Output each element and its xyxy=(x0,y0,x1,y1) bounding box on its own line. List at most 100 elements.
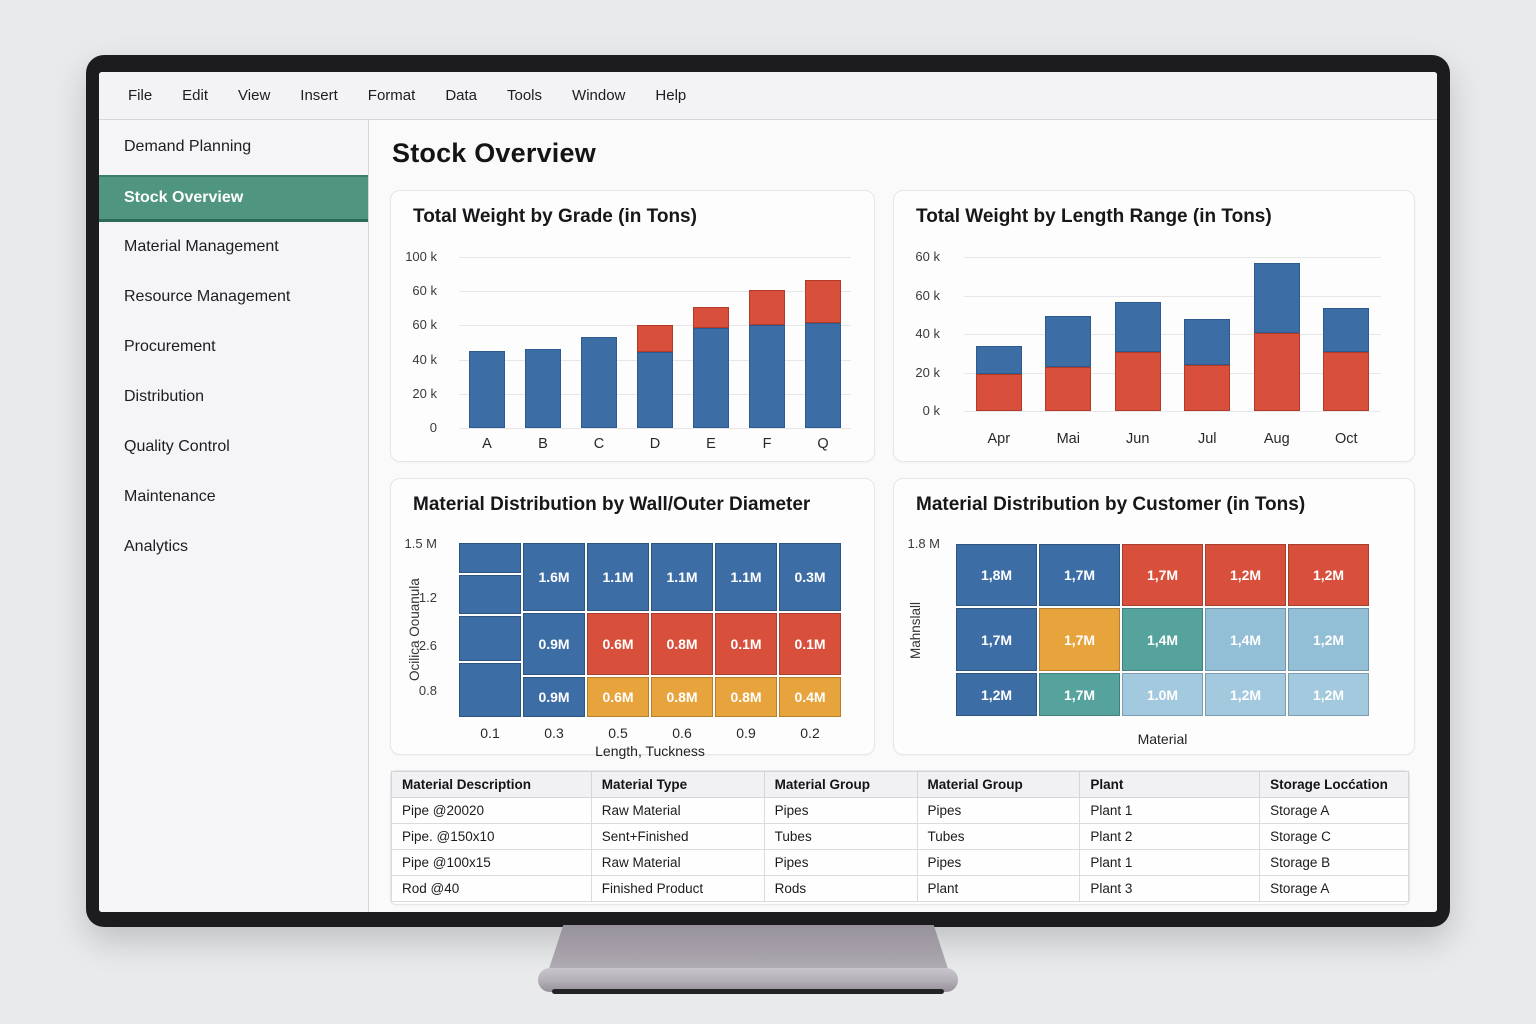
sidebar-item-demand-planning[interactable]: Demand Planning xyxy=(124,138,252,155)
mosaic-cell[interactable]: 0.9M xyxy=(523,677,585,717)
mosaic-cell[interactable]: 1.1M xyxy=(651,543,713,611)
table-cell: Plant 1 xyxy=(1079,849,1261,876)
heatmap-cell[interactable]: 1,2M xyxy=(1288,608,1369,671)
chart-title: Total Weight by Grade (in Tons) xyxy=(413,206,697,227)
sidebar-item-procurement[interactable]: Procurement xyxy=(124,338,216,355)
sidebar-item-maintenance[interactable]: Maintenance xyxy=(124,488,216,505)
mosaic-cell[interactable]: 1.1M xyxy=(715,543,777,611)
column-header[interactable]: Material Type xyxy=(590,771,765,798)
column-header[interactable]: Material Group xyxy=(763,771,918,798)
mosaic-cell[interactable] xyxy=(459,543,521,573)
bar-aug[interactable] xyxy=(1253,262,1300,411)
heatmap-cell[interactable]: 1,7M xyxy=(956,608,1037,671)
y-tick-label: 60 k xyxy=(412,283,437,298)
bar-e[interactable] xyxy=(693,306,729,428)
bar-chart-length-range xyxy=(964,257,1381,412)
mosaic-cell[interactable]: 1.6M xyxy=(523,543,585,611)
table-cell: Storage A xyxy=(1259,875,1409,902)
y-axis: 1.8 M xyxy=(894,479,954,754)
page-title: Stock Overview xyxy=(392,138,596,168)
table-row[interactable]: Pipe. @150x10 Sent+Finished Tubes Tubes Plan… xyxy=(391,823,1409,850)
heatmap-cell[interactable]: 1,7M xyxy=(1039,608,1120,671)
table-cell: Pipes xyxy=(916,797,1081,824)
sidebar-item-quality-control[interactable]: Quality Control xyxy=(124,438,230,455)
bar-b[interactable] xyxy=(525,349,561,428)
table-row[interactable]: Pipe @100x15 Raw Material Pipes Pipes Plant … xyxy=(391,849,1409,876)
bar-oct[interactable] xyxy=(1323,308,1370,411)
menu-help[interactable]: Help xyxy=(655,87,687,104)
x-tick-label: B xyxy=(538,436,548,452)
bar-a[interactable] xyxy=(469,351,505,428)
heatmap-cell[interactable]: 1.0M xyxy=(1122,673,1203,716)
bar-c[interactable] xyxy=(581,337,617,428)
table-row[interactable]: Pipe @20020 Raw Material Pipes Pipes Plant 1… xyxy=(391,797,1409,824)
heatmap-cell[interactable]: 1,2M xyxy=(1288,544,1369,606)
heatmap-row: 1,7M 1,7M 1,4M 1,4M 1,2M xyxy=(956,608,1369,671)
bar-f[interactable] xyxy=(749,290,785,428)
sidebar-item-analytics[interactable]: Analytics xyxy=(124,538,189,555)
menu-format[interactable]: Format xyxy=(367,87,416,104)
menu-edit[interactable]: Edit xyxy=(182,87,209,104)
sidebar-item-stock-overview[interactable]: Stock Overview xyxy=(99,175,368,222)
bar-segment xyxy=(805,323,841,428)
bar-slot xyxy=(571,257,627,428)
mosaic-cell[interactable]: 0.1M xyxy=(715,613,777,675)
column-header[interactable]: Material Description xyxy=(391,771,592,798)
heatmap-cell[interactable]: 1,2M xyxy=(1288,673,1369,716)
column-header[interactable]: Material Group xyxy=(916,771,1081,798)
x-tick-label: 0.2 xyxy=(800,725,820,741)
heatmap-cell[interactable]: 1,7M xyxy=(1039,544,1120,606)
y-axis: 60 k 60 k 40 k 20 k 0 k xyxy=(894,249,952,418)
mosaic-cell[interactable]: 0.8M xyxy=(715,677,777,717)
mosaic-cell[interactable]: 1.1M xyxy=(587,543,649,611)
column-header[interactable]: Plant xyxy=(1079,771,1261,798)
mosaic-cell[interactable]: 0.8M xyxy=(651,613,713,675)
x-tick-label: Mai xyxy=(1056,431,1080,447)
heatmap-cell[interactable]: 1,7M xyxy=(1122,544,1203,606)
mosaic-cell[interactable]: 0.6M xyxy=(587,613,649,675)
menu-file[interactable]: File xyxy=(128,87,153,104)
bar-apr[interactable] xyxy=(975,345,1022,411)
monitor-stand-shadow xyxy=(552,989,944,994)
x-tick-label: A xyxy=(482,436,492,452)
mosaic-cell[interactable]: 0.3M xyxy=(779,543,841,611)
heatmap-cell[interactable]: 1,2M xyxy=(1205,673,1286,716)
column-header[interactable]: Storage Locćation xyxy=(1259,771,1409,798)
mosaic-cell[interactable]: 0.4M xyxy=(779,677,841,717)
bars-layer xyxy=(964,257,1381,411)
sidebar-item-distribution[interactable]: Distribution xyxy=(124,388,205,405)
sidebar-item-material-management[interactable]: Material Management xyxy=(124,238,279,255)
menu-insert[interactable]: Insert xyxy=(300,87,338,104)
menu-tools[interactable]: Tools xyxy=(507,87,543,104)
mosaic-column: 1.1M 0.6M 0.6M xyxy=(587,543,649,717)
bar-mai[interactable] xyxy=(1045,315,1092,411)
mosaic-cell[interactable]: 0.8M xyxy=(651,677,713,717)
sidebar-item-resource-management[interactable]: Resource Management xyxy=(124,288,291,305)
heatmap-cell[interactable]: 1,4M xyxy=(1205,608,1286,671)
heatmap-cell[interactable]: 1,8M xyxy=(956,544,1037,606)
mosaic-cell[interactable] xyxy=(459,663,521,717)
mosaic-cell[interactable] xyxy=(459,575,521,614)
bar-q[interactable] xyxy=(805,280,841,428)
x-tick-label: Aug xyxy=(1263,431,1290,447)
bar-chart-grade xyxy=(459,257,851,429)
y-tick-label: 0 xyxy=(429,420,437,435)
mosaic-cell[interactable]: 0.9M xyxy=(523,613,585,675)
bar-jul[interactable] xyxy=(1184,318,1231,411)
menu-view[interactable]: View xyxy=(238,87,271,104)
bar-jun[interactable] xyxy=(1114,302,1161,411)
menu-window[interactable]: Window xyxy=(572,87,626,104)
heatmap-cell[interactable]: 1,7M xyxy=(1039,673,1120,716)
bar-d[interactable] xyxy=(637,325,673,428)
mosaic-cell[interactable]: 0.1M xyxy=(779,613,841,675)
gridline xyxy=(964,257,1381,258)
heatmap-cell[interactable]: 1,4M xyxy=(1122,608,1203,671)
menu-data[interactable]: Data xyxy=(445,87,477,104)
mosaic-cell[interactable] xyxy=(459,616,521,661)
heatmap-cell[interactable]: 1,2M xyxy=(956,673,1037,716)
mosaic-cell[interactable]: 0.6M xyxy=(587,677,649,717)
bar-segment xyxy=(1114,352,1161,411)
heatmap-cell[interactable]: 1,2M xyxy=(1205,544,1286,606)
y-tick-label: 100 k xyxy=(405,249,437,264)
